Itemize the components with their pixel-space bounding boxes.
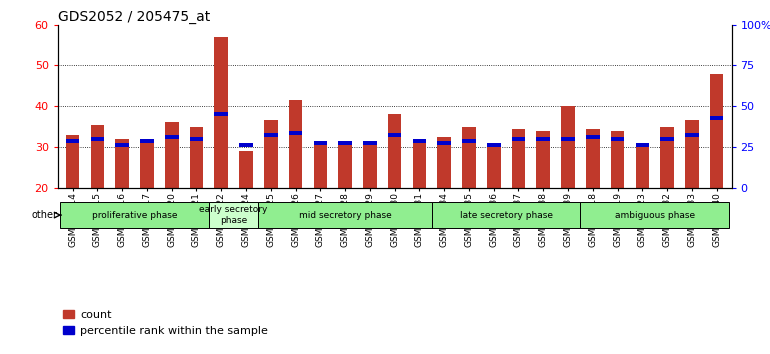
Bar — [60, 202, 209, 228]
Bar — [363, 141, 377, 188]
Text: late secretory phase: late secretory phase — [460, 211, 553, 219]
Legend: count, percentile rank within the sample: count, percentile rank within the sample — [63, 310, 268, 336]
Bar — [214, 37, 228, 188]
Bar — [432, 202, 581, 228]
Bar — [165, 135, 179, 139]
Text: GDS2052 / 205475_at: GDS2052 / 205475_at — [58, 10, 210, 24]
Bar — [313, 141, 327, 145]
Bar — [165, 122, 179, 188]
Bar — [91, 125, 104, 188]
Bar — [661, 127, 674, 188]
Bar — [313, 143, 327, 188]
Bar — [437, 141, 451, 145]
Bar — [91, 137, 104, 141]
Bar — [586, 135, 600, 139]
Bar — [537, 137, 550, 141]
Text: ambiguous phase: ambiguous phase — [614, 211, 695, 219]
Bar — [239, 143, 253, 147]
Bar — [586, 129, 600, 188]
Text: mid secretory phase: mid secretory phase — [299, 211, 391, 219]
Bar — [140, 141, 154, 188]
Bar — [338, 141, 352, 145]
Bar — [437, 137, 451, 188]
Bar — [511, 129, 525, 188]
Bar — [289, 100, 303, 188]
Bar — [264, 120, 278, 188]
Bar — [189, 137, 203, 141]
Bar — [388, 133, 401, 137]
Bar — [537, 131, 550, 188]
Text: proliferative phase: proliferative phase — [92, 211, 177, 219]
Bar — [561, 106, 575, 188]
Bar — [209, 202, 259, 228]
Bar — [189, 127, 203, 188]
Text: early secretory
phase: early secretory phase — [199, 205, 268, 225]
Bar — [462, 139, 476, 143]
Bar — [239, 151, 253, 188]
Bar — [259, 202, 432, 228]
Bar — [661, 137, 674, 141]
Bar — [685, 120, 698, 188]
Bar — [338, 143, 352, 188]
Bar — [116, 139, 129, 188]
Bar — [65, 139, 79, 143]
Bar — [611, 137, 624, 141]
Bar — [363, 141, 377, 145]
Bar — [635, 143, 649, 147]
Bar — [685, 133, 698, 137]
Bar — [65, 135, 79, 188]
Bar — [710, 116, 724, 120]
Bar — [611, 131, 624, 188]
Bar — [561, 137, 575, 141]
Bar — [413, 139, 427, 188]
Bar — [710, 74, 724, 188]
Bar — [214, 112, 228, 116]
Text: other: other — [32, 210, 58, 220]
Bar — [116, 143, 129, 147]
Bar — [264, 133, 278, 137]
Bar — [635, 143, 649, 188]
Bar — [413, 139, 427, 143]
Bar — [140, 139, 154, 143]
Bar — [289, 131, 303, 135]
Bar — [487, 143, 500, 147]
Bar — [581, 202, 729, 228]
Bar — [487, 145, 500, 188]
Bar — [462, 127, 476, 188]
Bar — [511, 137, 525, 141]
Bar — [388, 114, 401, 188]
